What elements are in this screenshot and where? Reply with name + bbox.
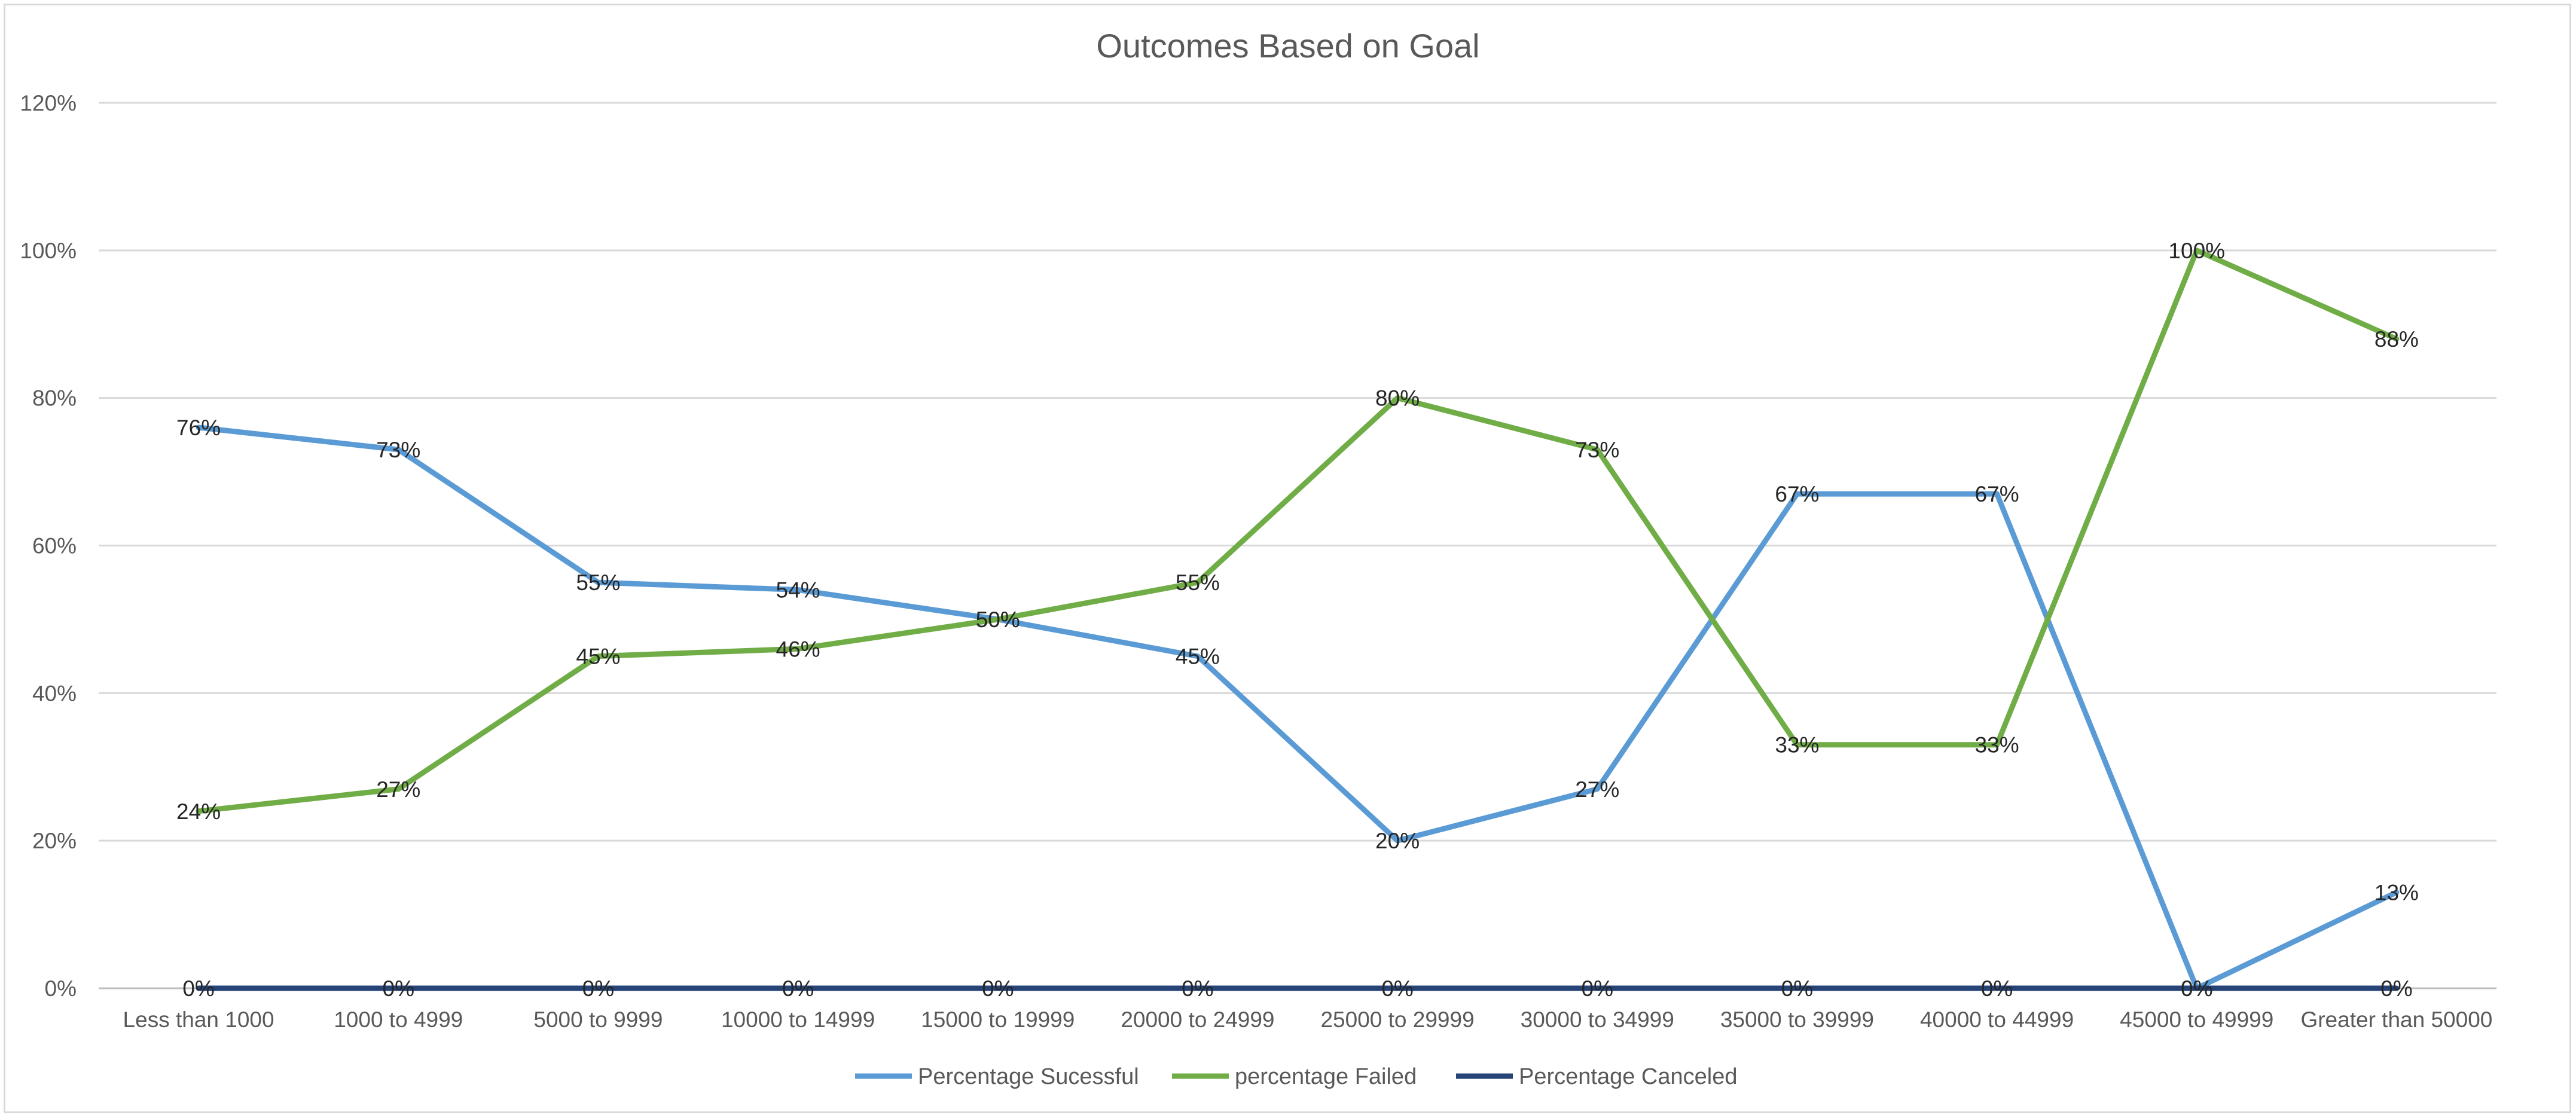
data-label: 0%	[1981, 976, 2013, 1001]
series-line	[196, 248, 2400, 814]
series-lines	[196, 248, 2400, 991]
data-label: 73%	[1575, 438, 1619, 462]
data-label: 0%	[1182, 976, 1213, 1001]
chart-title: Outcomes Based on Goal	[1096, 27, 1479, 65]
data-label: 50%	[976, 607, 1020, 632]
data-label: 50%	[976, 607, 1020, 632]
x-tick-label: 35000 to 39999	[1720, 1007, 1874, 1032]
data-label: 0%	[2181, 976, 2212, 1001]
x-tick-label: 45000 to 49999	[2120, 1007, 2273, 1032]
data-label: 0%	[2181, 976, 2212, 1001]
data-label: 0%	[982, 976, 1014, 1001]
y-tick-label: 60%	[32, 534, 77, 558]
data-label: 55%	[1176, 570, 1220, 595]
x-tick-label: Greater than 50000	[2300, 1007, 2492, 1032]
data-label: 67%	[1975, 482, 2019, 506]
data-label: 0%	[1582, 976, 1613, 1001]
data-label: 55%	[576, 570, 620, 595]
series-line	[196, 424, 2400, 991]
data-label: 24%	[176, 799, 221, 824]
data-label: 33%	[1975, 733, 2019, 757]
y-tick-label: 100%	[20, 239, 77, 263]
data-label: 80%	[1375, 386, 1420, 411]
data-label: 0%	[2380, 976, 2412, 1001]
data-label: 45%	[1176, 644, 1220, 669]
x-tick-label: 20000 to 24999	[1121, 1007, 1274, 1032]
data-label: 100%	[2168, 239, 2225, 263]
chart-frame	[4, 4, 2571, 1113]
data-label: 45%	[576, 644, 620, 669]
data-label: 33%	[1775, 733, 1819, 757]
data-label: 76%	[176, 416, 221, 440]
data-label: 0%	[383, 976, 414, 1001]
x-tick-label: Less than 1000	[123, 1007, 274, 1032]
data-label: 0%	[182, 976, 214, 1001]
data-label: 67%	[1775, 482, 1819, 506]
data-label: 46%	[776, 637, 820, 661]
legend-label: Percentage Sucessful	[918, 1064, 1139, 1089]
y-tick-label: 20%	[32, 829, 77, 853]
data-label: 27%	[376, 777, 420, 802]
data-label: 0%	[1781, 976, 1813, 1001]
data-label: 27%	[1575, 777, 1619, 802]
gridlines	[99, 102, 2496, 989]
data-label: 0%	[1381, 976, 1413, 1001]
x-axis-ticks: Less than 1000 1000 to 4999 5000 to 9999 10…	[123, 1007, 2493, 1032]
x-tick-label: 40000 to 44999	[1920, 1007, 2074, 1032]
data-label: 13%	[2374, 881, 2419, 905]
data-label: 20%	[1375, 829, 1420, 853]
y-tick-label: 80%	[32, 386, 77, 411]
x-tick-label: 25000 to 29999	[1320, 1007, 1474, 1032]
x-tick-label: 30000 to 34999	[1521, 1007, 1674, 1032]
x-tick-label: 1000 to 4999	[334, 1007, 463, 1032]
x-tick-label: 5000 to 9999	[533, 1007, 663, 1032]
data-label: 0%	[782, 976, 814, 1001]
y-tick-label: 120%	[20, 91, 77, 115]
data-label: 88%	[2374, 327, 2419, 352]
legend: Percentage Sucessful percentage Failed Per…	[855, 1064, 1737, 1089]
data-label: 0%	[582, 976, 614, 1001]
x-tick-label: 10000 to 14999	[721, 1007, 875, 1032]
legend-label: percentage Failed	[1235, 1064, 1417, 1089]
data-label: 73%	[376, 438, 420, 462]
y-tick-label: 40%	[32, 681, 77, 705]
y-axis-ticks: 0% 20% 40% 60% 80% 100% 120%	[20, 91, 77, 1001]
y-tick-label: 0%	[45, 976, 77, 1001]
data-label: 54%	[776, 578, 820, 603]
x-tick-label: 15000 to 19999	[921, 1007, 1075, 1032]
data-labels: 76% 73% 55% 54% 50% 45% 20% 27% 67% 67% 0% 13% 24% 27…	[176, 239, 2419, 1001]
legend-label: Percentage Canceled	[1519, 1064, 1737, 1089]
